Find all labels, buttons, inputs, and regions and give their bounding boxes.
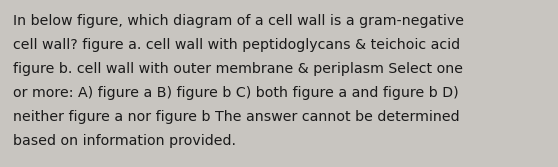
Text: figure b. cell wall with outer membrane & periplasm Select one: figure b. cell wall with outer membrane … (13, 62, 463, 76)
Text: In below figure, which diagram of a cell wall is a gram-negative: In below figure, which diagram of a cell… (13, 14, 464, 28)
Text: or more: A) figure a B) figure b C) both figure a and figure b D): or more: A) figure a B) figure b C) both… (13, 86, 459, 100)
Text: cell wall? figure a. cell wall with peptidoglycans & teichoic acid: cell wall? figure a. cell wall with pept… (13, 38, 460, 52)
Text: neither figure a nor figure b The answer cannot be determined: neither figure a nor figure b The answer… (13, 110, 460, 124)
Text: based on information provided.: based on information provided. (13, 134, 236, 148)
